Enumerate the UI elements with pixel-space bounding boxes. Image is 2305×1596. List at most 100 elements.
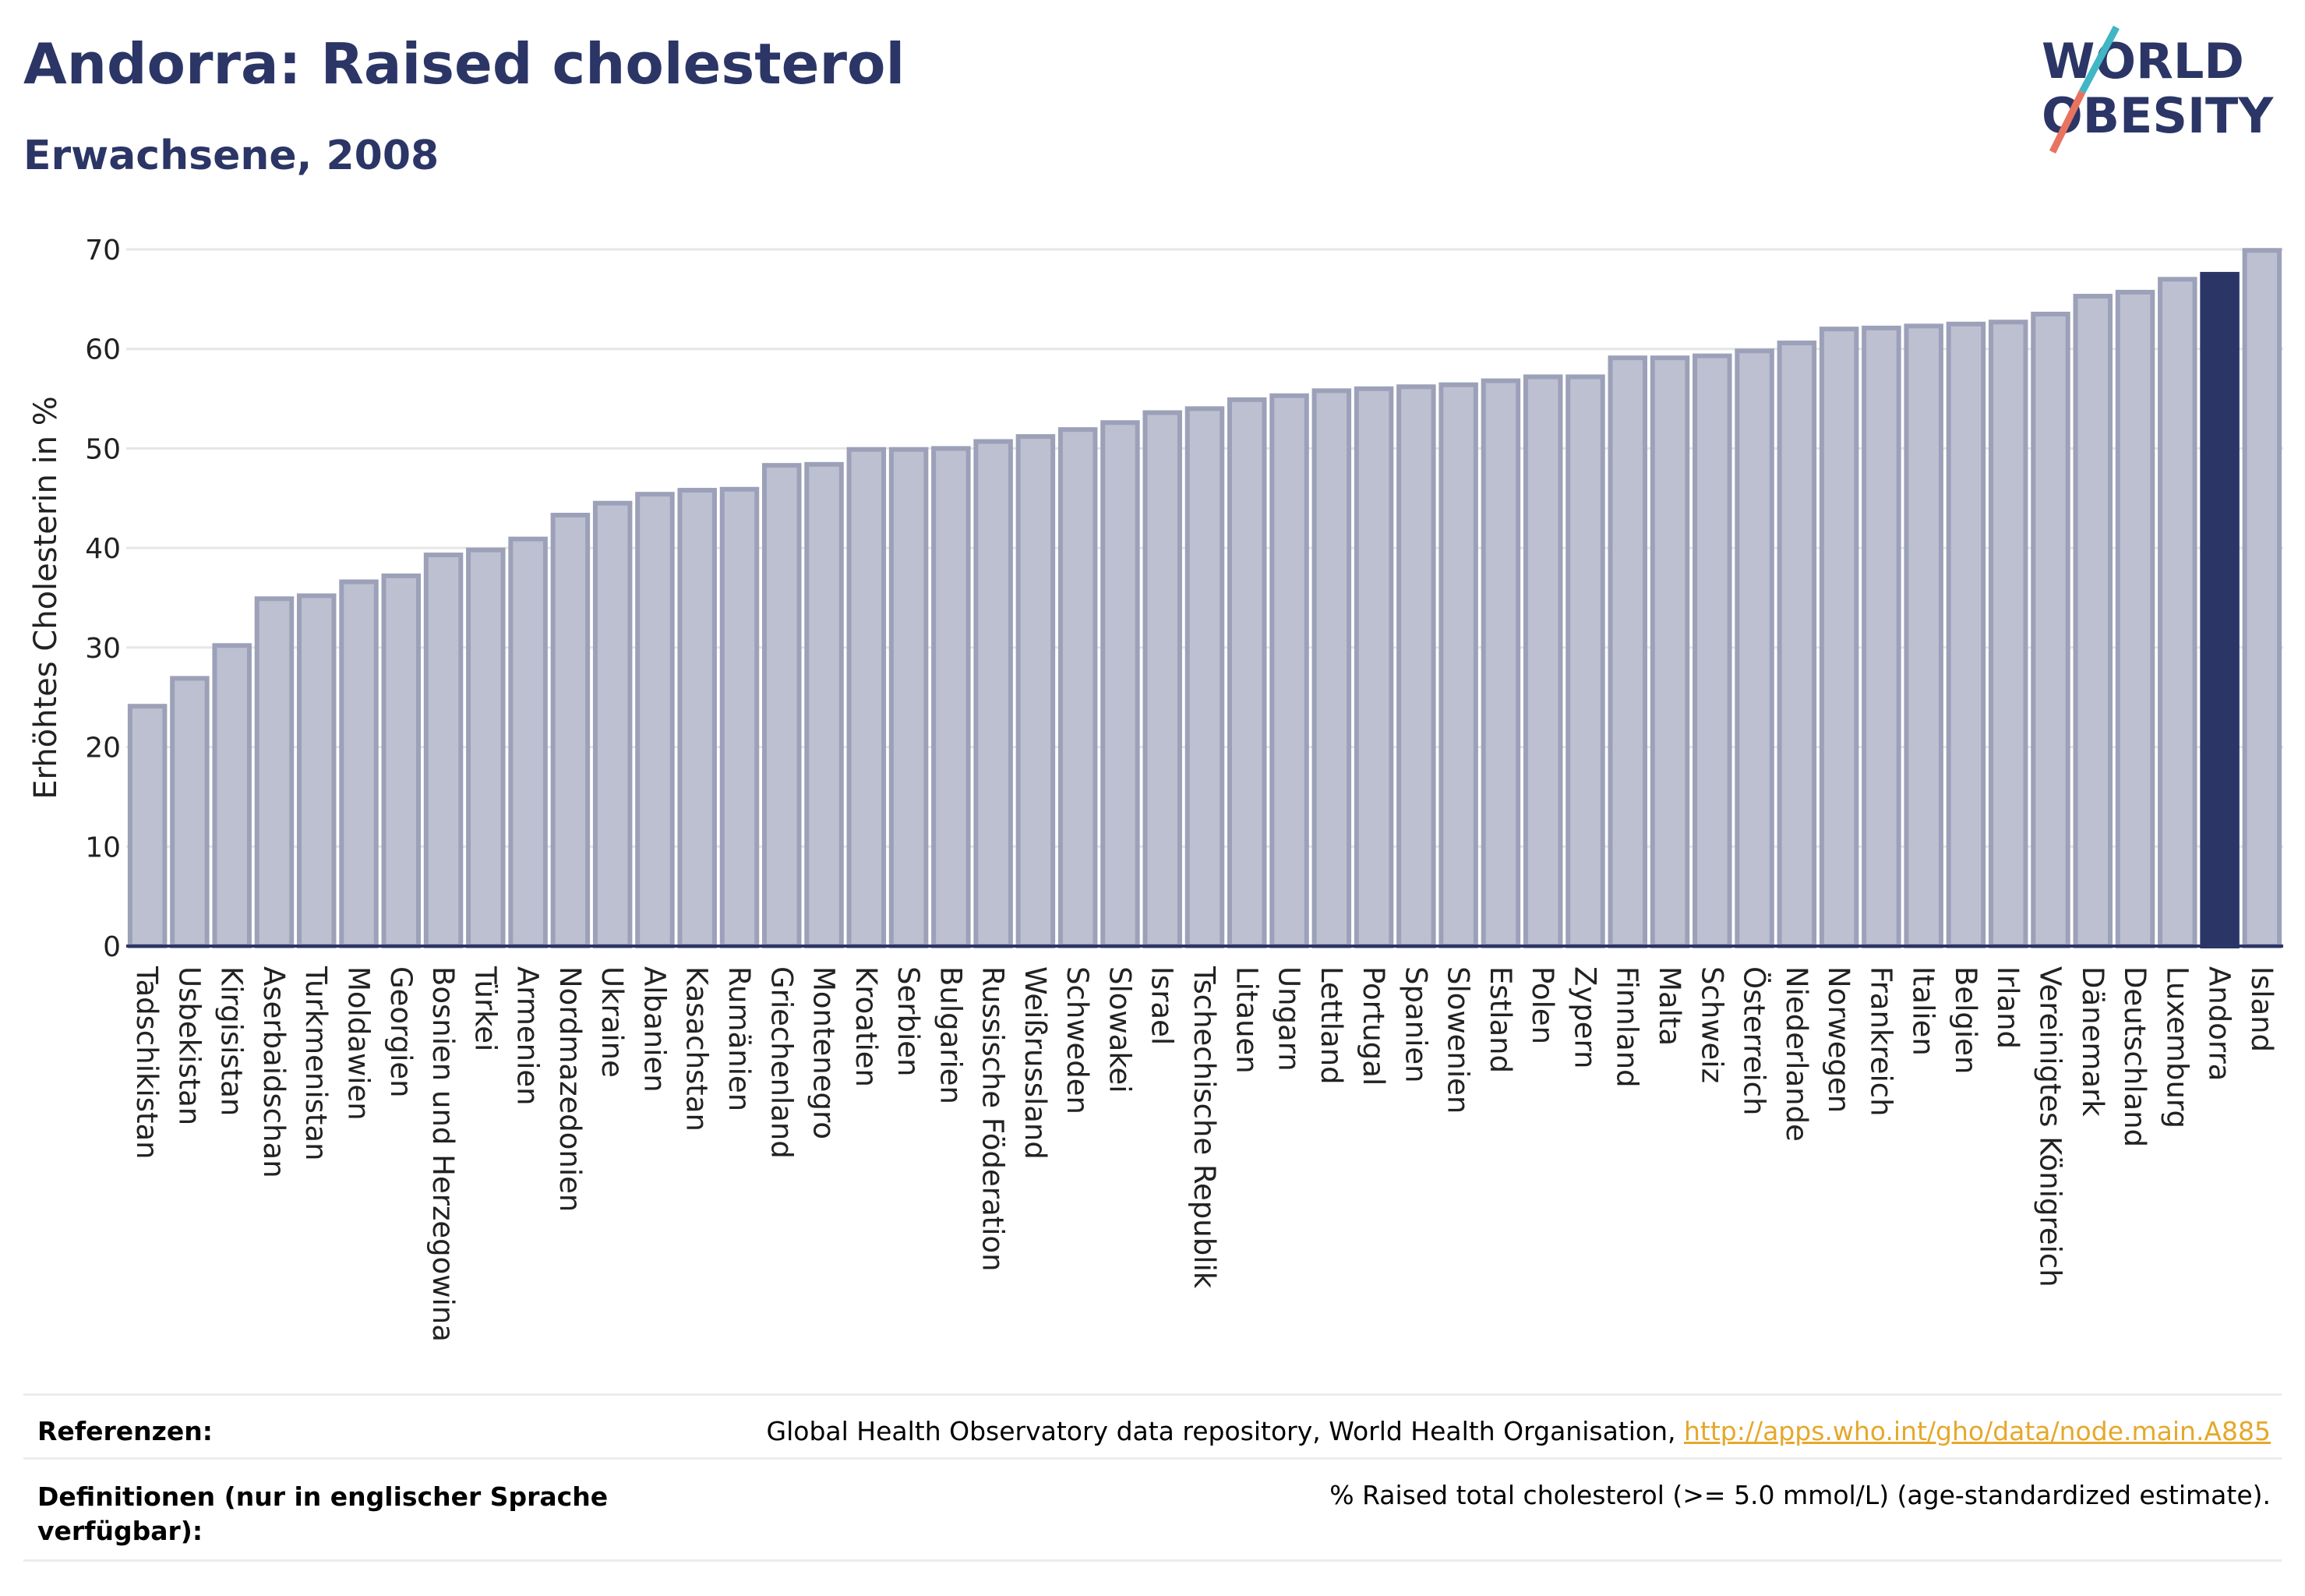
bar — [592, 500, 633, 948]
references-value: Global Health Observatory data repositor… — [767, 1416, 2271, 1446]
bar — [931, 446, 971, 948]
bar — [1693, 353, 1732, 948]
x-tick-label: Usbekistan — [172, 966, 206, 1125]
page-subtitle: Erwachsene, 2008 — [23, 132, 439, 179]
bar — [1565, 374, 1605, 948]
bar-chart: 0 10 20 30 40 50 60 70 Erhöhtes Cholesterin in %… — [28, 235, 2283, 1342]
bar — [1481, 378, 1521, 948]
x-tick-label: Malta — [1653, 966, 1686, 1046]
bar — [339, 579, 379, 949]
x-tick-label: Rumänien — [722, 966, 756, 1111]
bar — [1946, 321, 1986, 948]
x-tick-label: Slowakei — [1103, 966, 1136, 1093]
bar — [804, 461, 844, 948]
x-tick-label: Tadschikistan — [130, 966, 164, 1160]
x-tick-label: Niederlande — [1780, 966, 1813, 1142]
y-tick-label: 70 — [85, 235, 121, 267]
x-tick-label: Serbien — [891, 966, 925, 1076]
bar — [2073, 294, 2113, 949]
bar — [1354, 386, 1394, 948]
bar — [1227, 397, 1267, 948]
x-tick-label: Nordmazedonien — [553, 966, 587, 1212]
x-tick-label: Vereinigtes Königreich — [2033, 966, 2067, 1287]
x-tick-label: Bosnien und Herzegowina — [426, 966, 460, 1342]
y-tick-label: 20 — [85, 733, 121, 764]
bar — [2031, 312, 2070, 948]
x-tick-label: Slowenien — [1442, 966, 1475, 1114]
definitions-row: Definitionen (nur in englischer Sprache v… — [23, 1457, 2282, 1562]
definitions-label: Definitionen (nur in englischer Sprache v… — [37, 1480, 608, 1548]
bar — [1819, 327, 1859, 948]
bar — [508, 536, 548, 948]
logo-slash-coral — [2049, 90, 2086, 154]
bar — [719, 486, 760, 948]
bar — [1988, 320, 2028, 948]
y-tick-label: 10 — [85, 832, 121, 863]
x-tick-label: Dänemark — [2076, 966, 2109, 1117]
bar — [762, 463, 802, 948]
bar — [550, 512, 591, 948]
x-tick-label: Ungarn — [1273, 966, 1306, 1072]
x-tick-label: Kirgisistan — [215, 966, 249, 1116]
bar — [1057, 427, 1098, 948]
bar — [1650, 355, 1690, 948]
bar — [1142, 410, 1182, 948]
bar — [846, 447, 887, 948]
x-tick-label: Russische Föderation — [976, 966, 1010, 1272]
bar — [254, 596, 295, 949]
x-tick-label: Luxemburg — [2160, 966, 2194, 1128]
bar — [296, 593, 337, 949]
references-link[interactable]: http://apps.who.int/gho/data/node.main.A… — [1683, 1416, 2271, 1446]
bar — [1862, 325, 1901, 948]
x-tick-label: Frankreich — [1864, 966, 1897, 1117]
bar — [127, 704, 168, 948]
bar — [1184, 406, 1225, 948]
y-tick-label: 40 — [85, 533, 121, 565]
x-tick-label: Israel — [1145, 966, 1179, 1045]
bar — [212, 643, 252, 948]
references-row: Referenzen: Global Health Observatory da… — [23, 1393, 2282, 1460]
bar-highlight — [2200, 271, 2240, 948]
bar — [1904, 323, 1943, 948]
definitions-label-line2: verfügbar): — [37, 1516, 203, 1546]
references-text: Global Health Observatory data repositor… — [766, 1416, 1684, 1446]
x-tick-label: Türkei — [468, 966, 502, 1051]
bar — [423, 553, 464, 949]
x-tick-label: Polen — [1526, 966, 1559, 1044]
logo-word-world: WORLD — [2042, 33, 2244, 90]
definitions-label-line1: Definitionen (nur in englischer Sprache — [37, 1481, 609, 1512]
x-tick-label: Norwegen — [1822, 966, 1855, 1113]
bar — [1777, 341, 1817, 948]
references-label: Referenzen: — [37, 1416, 213, 1446]
x-tick-label: Spanien — [1399, 966, 1432, 1083]
bar — [2115, 289, 2155, 949]
x-tick-label: Litauen — [1230, 966, 1263, 1074]
world-obesity-logo: WORLD OBESITY — [2042, 25, 2274, 154]
x-tick-label: Kroatien — [849, 966, 883, 1087]
x-tick-label: Belgien — [1949, 966, 1982, 1074]
x-tick-label: Armenien — [511, 966, 545, 1106]
x-tick-label: Aserbaidschan — [257, 966, 291, 1178]
y-tick-label: 0 — [103, 931, 121, 963]
x-tick-label: Deutschland — [2118, 966, 2151, 1147]
x-tick-label: Griechenland — [764, 966, 798, 1159]
definitions-value: % Raised total cholesterol (>= 5.0 mmol/… — [1329, 1480, 2271, 1510]
bar — [2158, 277, 2197, 949]
x-tick-label: Estland — [1484, 966, 1517, 1073]
x-tick-label: Lettland — [1315, 966, 1348, 1085]
bar — [1438, 382, 1478, 949]
page-title: Andorra: Raised cholesterol — [23, 31, 905, 97]
bar — [466, 547, 506, 948]
x-tick-label: Tschechische Republik — [1188, 966, 1221, 1289]
bar — [1100, 420, 1140, 948]
x-tick-label: Kasachstan — [680, 966, 714, 1132]
bar — [635, 492, 675, 948]
bar — [1311, 388, 1352, 948]
logo-slash-teal — [2079, 25, 2120, 94]
bar — [1269, 393, 1309, 948]
x-tick-label: Österreich — [1738, 966, 1771, 1115]
bar — [1015, 434, 1056, 948]
x-tick-label: Montenegro — [807, 966, 841, 1139]
x-tick-label: Italien — [1907, 966, 1940, 1056]
x-tick-label: Irland — [1991, 966, 2024, 1049]
